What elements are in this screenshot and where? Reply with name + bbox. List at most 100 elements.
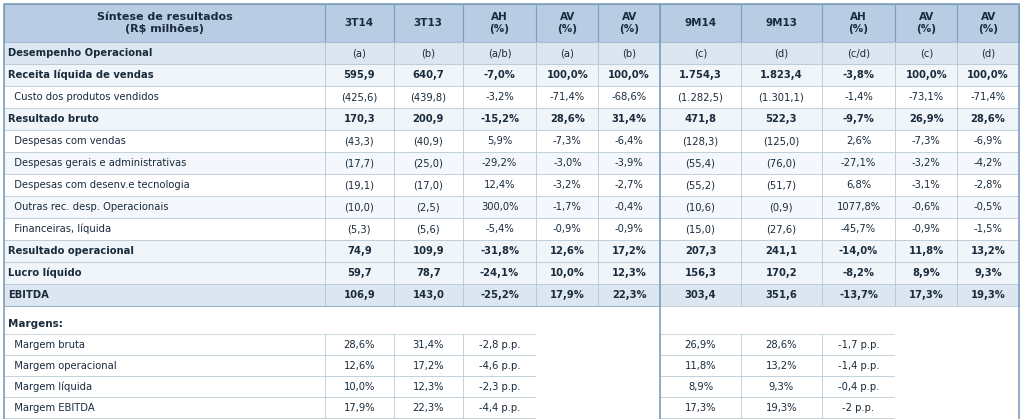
Bar	[660, 130, 741, 152]
Text: (0,9): (0,9)	[769, 202, 793, 212]
Bar	[325, 196, 394, 218]
Text: -24,1%: -24,1%	[480, 268, 520, 278]
Text: 12,3%: 12,3%	[412, 382, 444, 391]
Bar	[4, 355, 325, 376]
Bar	[325, 108, 394, 130]
Bar	[821, 284, 895, 306]
Bar	[895, 4, 958, 42]
Text: 17,9%: 17,9%	[550, 290, 585, 300]
Bar	[895, 284, 958, 306]
Bar	[895, 108, 958, 130]
Bar	[325, 86, 394, 108]
Bar	[741, 355, 821, 376]
Bar	[325, 152, 394, 174]
Bar	[741, 397, 821, 418]
Bar	[394, 218, 462, 240]
Text: AV
(%): AV (%)	[978, 12, 998, 34]
Text: 31,4%: 31,4%	[612, 114, 647, 124]
Text: 10,0%: 10,0%	[344, 382, 375, 391]
Bar	[821, 130, 895, 152]
Text: (10,0): (10,0)	[345, 202, 374, 212]
Text: 3T13: 3T13	[413, 18, 443, 28]
Text: -1,5%: -1,5%	[974, 224, 1003, 234]
Bar	[4, 42, 325, 64]
Bar	[741, 334, 821, 355]
Text: Margem bruta: Margem bruta	[8, 339, 85, 349]
Text: 106,9: 106,9	[344, 290, 375, 300]
Bar	[598, 334, 660, 355]
Text: (40,9): (40,9)	[413, 136, 443, 146]
Text: -6,9%: -6,9%	[974, 136, 1003, 146]
Text: 6,8%: 6,8%	[846, 180, 872, 190]
Bar	[895, 418, 958, 419]
Text: 8,9%: 8,9%	[913, 268, 940, 278]
Bar	[598, 376, 660, 397]
Bar	[660, 196, 741, 218]
Bar	[660, 4, 741, 42]
Text: 11,8%: 11,8%	[684, 360, 716, 370]
Bar	[462, 218, 536, 240]
Bar	[741, 376, 821, 397]
Text: -3,8%: -3,8%	[843, 70, 875, 80]
Bar	[394, 4, 462, 42]
Text: (1.282,5): (1.282,5)	[677, 92, 723, 102]
Bar	[958, 262, 1019, 284]
Bar	[394, 262, 462, 284]
Bar	[895, 240, 958, 262]
Text: 207,3: 207,3	[684, 246, 716, 256]
Bar	[4, 130, 325, 152]
Bar	[821, 86, 895, 108]
Text: -0,9%: -0,9%	[615, 224, 643, 234]
Text: 156,3: 156,3	[684, 268, 716, 278]
Text: -2,3 p.p.: -2,3 p.p.	[479, 382, 521, 391]
Text: 22,3%: 22,3%	[412, 403, 444, 412]
Text: 9,3%: 9,3%	[974, 268, 1002, 278]
Bar	[895, 218, 958, 240]
Text: (425,6): (425,6)	[342, 92, 377, 102]
Bar	[394, 240, 462, 262]
Bar	[598, 64, 660, 86]
Bar	[325, 284, 394, 306]
Bar	[325, 174, 394, 196]
Text: -0,4%: -0,4%	[615, 202, 643, 212]
Text: 26,9%: 26,9%	[684, 339, 716, 349]
Bar	[394, 64, 462, 86]
Text: -3,0%: -3,0%	[553, 158, 582, 168]
Text: (55,2): (55,2)	[685, 180, 715, 190]
Bar	[821, 355, 895, 376]
Bar	[325, 262, 394, 284]
Text: (17,0): (17,0)	[413, 180, 443, 190]
Text: 100,0%: 100,0%	[609, 70, 650, 80]
Bar	[895, 174, 958, 196]
Bar	[741, 4, 821, 42]
Bar	[660, 108, 741, 130]
Bar	[325, 334, 394, 355]
Bar	[598, 284, 660, 306]
Bar	[325, 376, 394, 397]
Bar	[4, 218, 325, 240]
Bar	[325, 397, 394, 418]
Text: 300,0%: 300,0%	[481, 202, 519, 212]
Bar	[958, 64, 1019, 86]
Text: 28,6%: 28,6%	[344, 339, 375, 349]
Bar	[958, 218, 1019, 240]
Bar	[598, 130, 660, 152]
Bar	[741, 218, 821, 240]
Bar	[660, 86, 741, 108]
Bar	[660, 355, 741, 376]
Text: Receita líquida de vendas: Receita líquida de vendas	[8, 70, 153, 80]
Text: Resultado operacional: Resultado operacional	[8, 246, 134, 256]
Text: (55,4): (55,4)	[685, 158, 715, 168]
Bar	[394, 397, 462, 418]
Bar	[4, 108, 325, 130]
Bar	[598, 4, 660, 42]
Text: (43,3): (43,3)	[345, 136, 374, 146]
Bar	[958, 108, 1019, 130]
Text: 12,6%: 12,6%	[549, 246, 585, 256]
Bar	[462, 397, 536, 418]
Text: -3,2%: -3,2%	[485, 92, 514, 102]
Text: 100,0%: 100,0%	[905, 70, 947, 80]
Text: 351,6: 351,6	[765, 290, 797, 300]
Bar	[821, 418, 895, 419]
Bar	[598, 196, 660, 218]
